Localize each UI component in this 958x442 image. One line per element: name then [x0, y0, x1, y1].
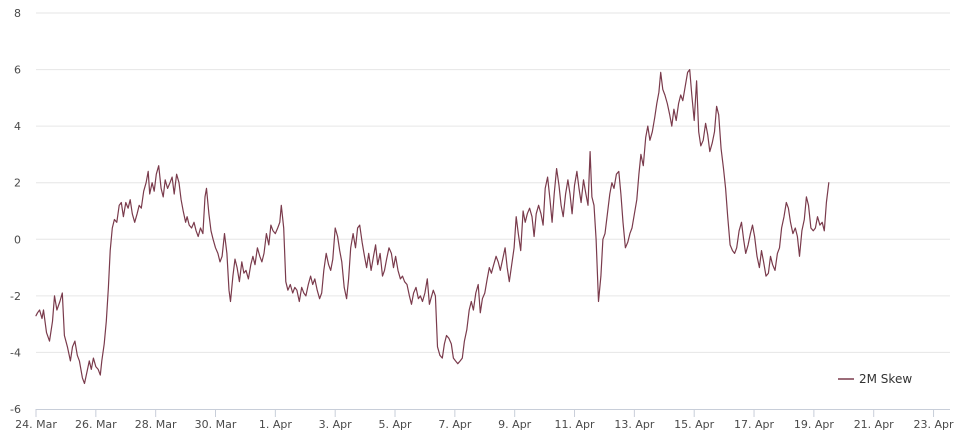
y-tick-label: 8: [14, 7, 21, 20]
y-axis-tick-labels: -6 -4 -2 0 2 4 6 8: [10, 7, 21, 416]
x-tick-label: 3. Apr: [319, 418, 352, 431]
y-tick-label: -2: [10, 290, 21, 303]
x-axis-tick-labels: 24. Mar 26. Mar 28. Mar 30. Mar 1. Apr 3. Apr…: [15, 418, 954, 431]
legend[interactable]: 2M Skew: [838, 372, 912, 386]
x-tick-label: 5. Apr: [379, 418, 412, 431]
x-tick-label: 17. Apr: [734, 418, 774, 431]
y-tick-label: 6: [14, 64, 21, 77]
x-tick-label: 15. Apr: [674, 418, 714, 431]
x-tick-label: 13. Apr: [614, 418, 654, 431]
x-axis-ticks: [35, 409, 935, 417]
x-tick-label: 9. Apr: [498, 418, 531, 431]
legend-label-2m-skew: 2M Skew: [859, 372, 912, 386]
x-tick-label: 24. Mar: [15, 418, 57, 431]
x-tick-label: 23. Apr: [914, 418, 954, 431]
x-tick-label: 1. Apr: [259, 418, 292, 431]
chart-grid: [36, 12, 950, 353]
y-tick-label: 0: [14, 233, 21, 246]
series-line-2m-skew: [35, 69, 830, 385]
series-layer: [35, 69, 830, 385]
x-tick-label: 26. Mar: [75, 418, 117, 431]
y-tick-label: -6: [10, 403, 21, 416]
x-tick-label: 21. Apr: [854, 418, 894, 431]
x-tick-label: 11. Apr: [555, 418, 595, 431]
y-tick-label: -4: [10, 346, 21, 359]
x-tick-label: 30. Mar: [195, 418, 237, 431]
x-tick-label: 7. Apr: [438, 418, 471, 431]
y-tick-label: 2: [14, 177, 21, 190]
y-tick-label: 4: [14, 120, 21, 133]
x-tick-label: 28. Mar: [135, 418, 177, 431]
x-tick-label: 19. Apr: [794, 418, 834, 431]
